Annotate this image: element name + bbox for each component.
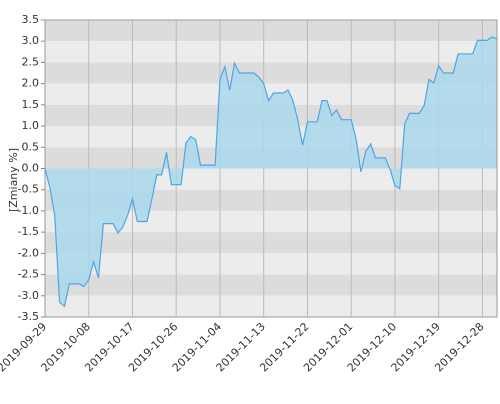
y-axis-label: [Zmiany %] bbox=[7, 148, 20, 212]
grid-band bbox=[45, 232, 497, 254]
grid-band bbox=[45, 20, 497, 42]
y-tick-label: -1.0 bbox=[18, 204, 39, 217]
y-tick-label: 3.0 bbox=[22, 34, 40, 47]
y-tick-label: 1.0 bbox=[22, 119, 40, 132]
grid-band bbox=[45, 295, 497, 317]
y-tick-label: 2.5 bbox=[22, 55, 40, 68]
y-tick-label: 1.5 bbox=[22, 98, 40, 111]
grid-band bbox=[45, 210, 497, 233]
grid-band bbox=[45, 189, 497, 211]
line bbox=[44, 36, 498, 308]
grid-band bbox=[45, 62, 497, 84]
y-tick-label: -2.5 bbox=[18, 268, 39, 281]
y-tick-label: -0.5 bbox=[18, 183, 39, 196]
y-tick-label: -1.5 bbox=[18, 225, 39, 238]
y-tick-label: -3.0 bbox=[18, 289, 39, 302]
y-tick-label: 3.5 bbox=[22, 13, 40, 26]
y-tick-label: 2.0 bbox=[22, 77, 40, 90]
area bbox=[45, 36, 497, 307]
grid-band bbox=[45, 41, 497, 63]
plot-frame bbox=[44, 19, 498, 318]
grid-band bbox=[45, 253, 497, 275]
y-tick-label: -2.0 bbox=[18, 246, 39, 259]
grid-band bbox=[45, 274, 497, 296]
y-tick-label: -3.5 bbox=[18, 310, 39, 323]
y-tick-label: 0.0 bbox=[22, 162, 40, 175]
y-tick-label: 0.5 bbox=[22, 140, 40, 153]
grid-band bbox=[45, 83, 497, 105]
